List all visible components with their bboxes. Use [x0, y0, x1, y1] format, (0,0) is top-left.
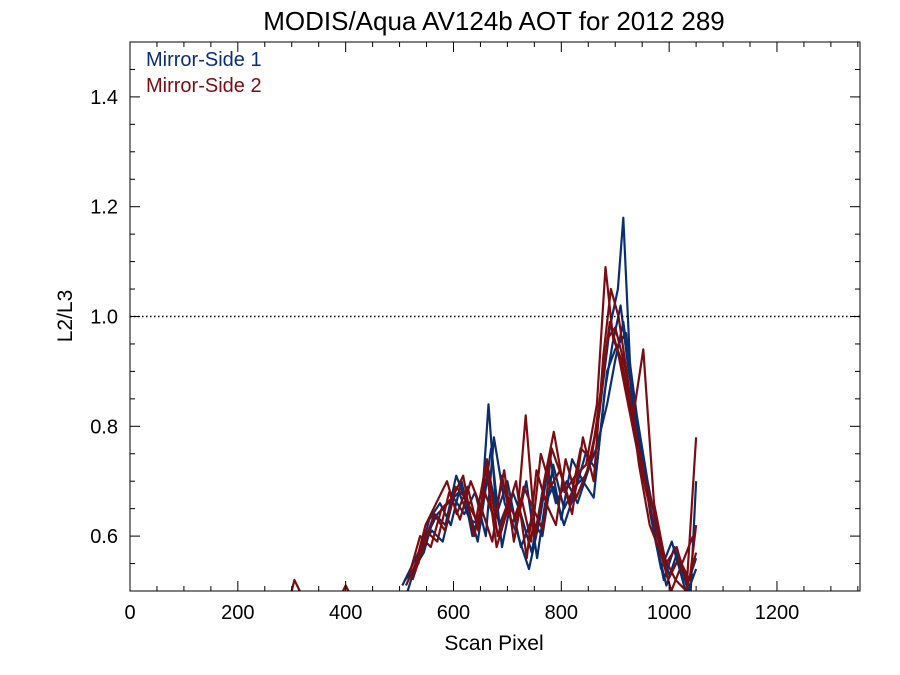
legend: Mirror-Side 1 Mirror-Side 2 — [146, 49, 262, 97]
series-lines — [290, 216, 698, 591]
x-tick-label: 600 — [437, 602, 470, 624]
series-2-line-4 — [408, 287, 694, 591]
x-tick-label: 0 — [124, 602, 135, 624]
y-tick-label: 1.4 — [90, 87, 118, 109]
y-tick-label: 0.8 — [90, 416, 118, 438]
series-1-line-1 — [401, 216, 698, 591]
x-axis-label: Scan Pixel — [444, 632, 543, 655]
y-tick-label: 1.2 — [90, 197, 118, 219]
legend-entry-1: Mirror-Side 1 — [146, 49, 262, 71]
legend-entry-2: Mirror-Side 2 — [146, 75, 262, 97]
series-1-line-4 — [409, 320, 698, 591]
chart-title: MODIS/Aqua AV124b AOT for 2012 289 — [263, 6, 725, 36]
y-tick-label: 0.6 — [90, 526, 118, 548]
x-tick-label: 1200 — [755, 602, 800, 624]
series-2-line-5 — [411, 326, 698, 587]
x-tick-label: 200 — [221, 602, 254, 624]
y-axis-label: L2/L3 — [54, 290, 77, 343]
series-2-line-6 — [413, 320, 698, 582]
y-tick-label: 1.0 — [90, 307, 118, 329]
series-2-line-1 — [290, 578, 301, 591]
axis-ticks: 0 200 400 600 800 1000 1200 0.6 0.8 1.0 1.2 1.4 — [90, 42, 860, 624]
x-tick-label: 400 — [329, 602, 362, 624]
x-tick-label: 800 — [545, 602, 578, 624]
x-tick-label: 1000 — [647, 602, 692, 624]
series-2-line-3 — [404, 266, 698, 591]
